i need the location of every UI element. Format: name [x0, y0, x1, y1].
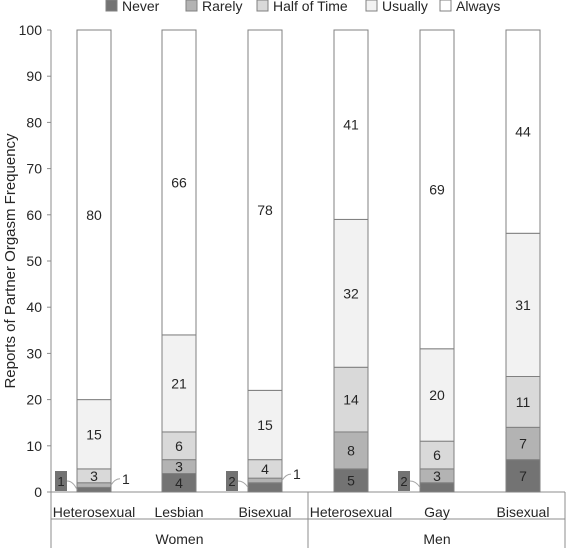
x-group-label: Women [156, 531, 204, 547]
bar-segment-half-of-time [419, 440, 455, 470]
data-label-rarely: 3 [175, 459, 183, 475]
bar-segment-half-of-time [333, 366, 369, 433]
y-tick-label: 40 [26, 299, 42, 315]
legend-swatch-rarely [185, 0, 198, 12]
y-axis-title: Reports of Partner Orgasm Frequency [2, 133, 19, 389]
data-label-always: 66 [171, 174, 187, 190]
y-tick-label: 80 [26, 114, 42, 130]
data-label-always: 41 [343, 117, 359, 133]
data-label-never: 2 [400, 474, 407, 489]
y-tick-label: 60 [26, 207, 42, 223]
bar-segment-half-of-time [505, 376, 541, 428]
bar-segment-usually [333, 218, 369, 368]
data-label-rarely: 7 [519, 435, 527, 451]
bar-segment-always [161, 29, 197, 336]
y-tick-label: 30 [26, 345, 42, 361]
data-label-half-of-time: 14 [343, 392, 359, 408]
bar-segment-never [247, 482, 283, 493]
data-label-never: 2 [228, 474, 235, 489]
legend-swatch-usually [365, 0, 378, 12]
data-label-usually: 32 [343, 285, 359, 301]
data-label-half-of-time: 6 [175, 438, 183, 454]
bar-segment-usually [76, 399, 112, 470]
legend-label-usually: Usually [382, 0, 428, 14]
data-label-never: 1 [57, 474, 64, 489]
y-tick-label: 70 [26, 161, 42, 177]
data-label-half-of-time: 6 [433, 447, 441, 463]
bar-segment-always [505, 29, 541, 234]
legend-swatch-half-of-time [256, 0, 269, 12]
data-label-usually: 15 [86, 426, 102, 442]
legend-label-never: Never [122, 0, 160, 14]
data-label-usually: 31 [515, 297, 531, 313]
bar-segment-always [247, 29, 283, 391]
data-label-rarely: 1 [122, 471, 130, 487]
data-label-rarely: 8 [347, 442, 355, 458]
callout-leader-never [409, 480, 421, 488]
x-category-label: Lesbian [154, 504, 203, 520]
data-label-usually: 20 [429, 387, 445, 403]
x-category-label: Gay [424, 504, 450, 520]
y-tick-label: 10 [26, 438, 42, 454]
bar-segment-rarely [505, 426, 541, 461]
legend-label-rarely: Rarely [202, 0, 242, 14]
bar-segment-never [419, 482, 455, 493]
data-label-always: 78 [257, 202, 273, 218]
callout-box-never [55, 471, 67, 491]
data-label-rarely: 1 [293, 466, 301, 482]
y-tick-label: 0 [34, 484, 42, 500]
data-label-always: 69 [429, 181, 445, 197]
bar-segment-usually [161, 334, 197, 433]
data-label-half-of-time: 11 [516, 394, 531, 410]
callout-leader-rarely [110, 478, 121, 486]
bar-segment-always [333, 29, 369, 220]
callout-box-never [398, 471, 410, 491]
y-tick-label: 50 [26, 253, 42, 269]
bar-segment-rarely [247, 477, 283, 484]
y-tick-label: 100 [19, 22, 43, 38]
x-category-label: Heterosexual [53, 504, 136, 520]
bar-segment-always [419, 29, 455, 350]
data-label-rarely: 3 [433, 468, 441, 484]
bar-segment-never [505, 459, 541, 493]
legend-swatch-always [439, 0, 452, 12]
data-label-always: 44 [515, 124, 531, 140]
legend-swatch-never [105, 0, 118, 12]
bar-segment-usually [419, 348, 455, 442]
callout-leader-rarely [281, 473, 292, 481]
data-label-never: 5 [347, 472, 355, 488]
bar-segment-half-of-time [161, 431, 197, 461]
data-label-usually: 15 [257, 417, 273, 433]
data-label-half-of-time: 4 [261, 461, 269, 477]
y-tick-label: 20 [26, 392, 42, 408]
x-group-label: Men [423, 531, 450, 547]
legend-label-always: Always [456, 0, 500, 14]
y-tick-label: 90 [26, 68, 42, 84]
data-label-never: 7 [519, 468, 527, 484]
data-label-never: 4 [175, 475, 183, 491]
bar-segment-usually [247, 389, 283, 461]
x-category-label: Heterosexual [310, 504, 393, 520]
legend-label-half-of-time: Half of Time [273, 0, 348, 14]
data-label-always: 80 [86, 207, 102, 223]
x-category-label: Bisexual [497, 504, 550, 520]
data-label-usually: 21 [171, 375, 187, 391]
x-category-label: Bisexual [239, 504, 292, 520]
callout-box-never [226, 471, 238, 491]
callout-leader-never [237, 480, 249, 488]
data-label-half-of-time: 3 [90, 468, 98, 484]
bar-segment-always [76, 29, 112, 401]
callout-leader-never [66, 480, 78, 490]
bar-segment-never [76, 486, 112, 493]
